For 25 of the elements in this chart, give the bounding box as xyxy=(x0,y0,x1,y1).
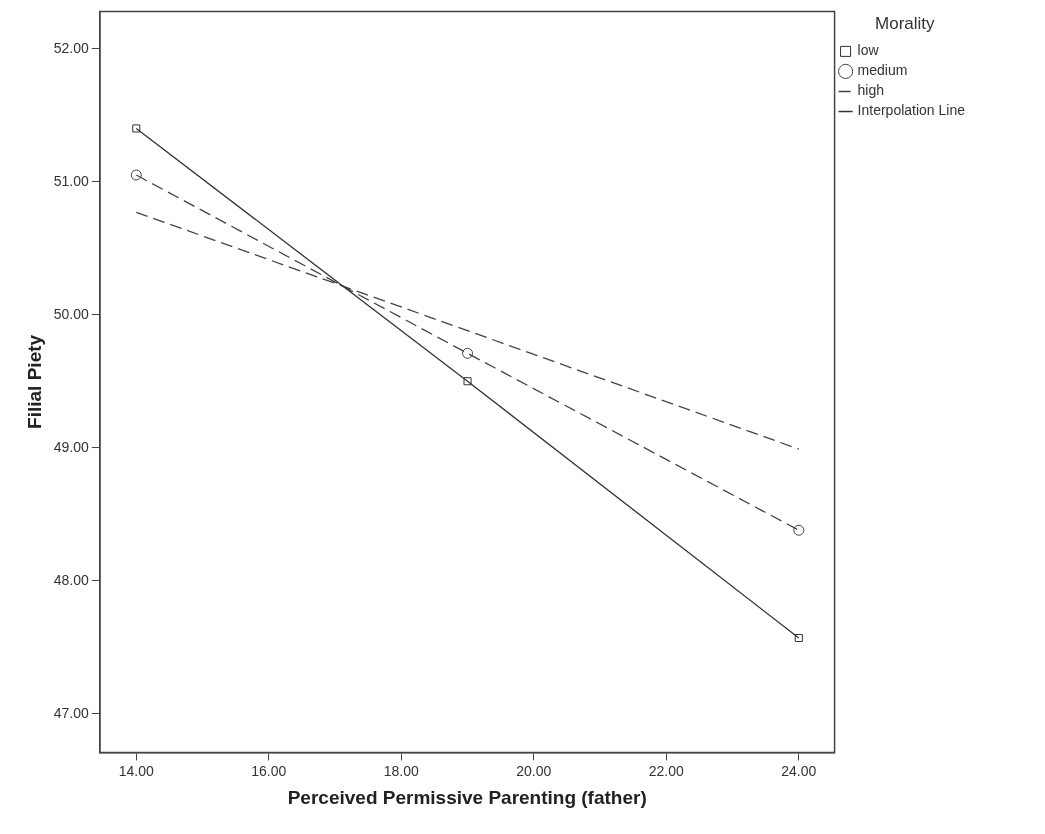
text: Interpolation Line xyxy=(857,102,966,119)
y-tick-label: 49.00 xyxy=(53,438,90,455)
legend-label: high xyxy=(857,82,885,99)
y-tick-label: 48.00 xyxy=(53,571,90,588)
x-tick-label: 16.00 xyxy=(251,762,287,779)
x-tick-label: 18.00 xyxy=(383,762,420,779)
y-tick-label: 51.00 xyxy=(53,172,90,189)
y-axis-title: Filial Piety xyxy=(23,334,45,429)
y-tick-label: 50.00 xyxy=(53,305,90,322)
x-tick-label: 22.00 xyxy=(648,762,685,779)
x-tick-label: 24.00 xyxy=(781,762,817,779)
point xyxy=(132,124,141,133)
legend-title: Morality xyxy=(875,14,936,34)
point xyxy=(793,524,805,536)
y-tick-label: 47.00 xyxy=(53,704,90,721)
y-tick-label: 52.00 xyxy=(53,39,90,56)
x-tick-label: 20.00 xyxy=(516,762,552,779)
legend-label: medium xyxy=(857,62,908,79)
x-tick-label: 14.00 xyxy=(118,762,154,779)
point xyxy=(462,347,474,359)
point xyxy=(463,377,472,386)
x-axis-title: Perceived Permissive Parenting (father) xyxy=(287,786,647,808)
legend-label: low xyxy=(857,42,880,59)
point xyxy=(130,169,142,181)
point xyxy=(794,633,803,643)
